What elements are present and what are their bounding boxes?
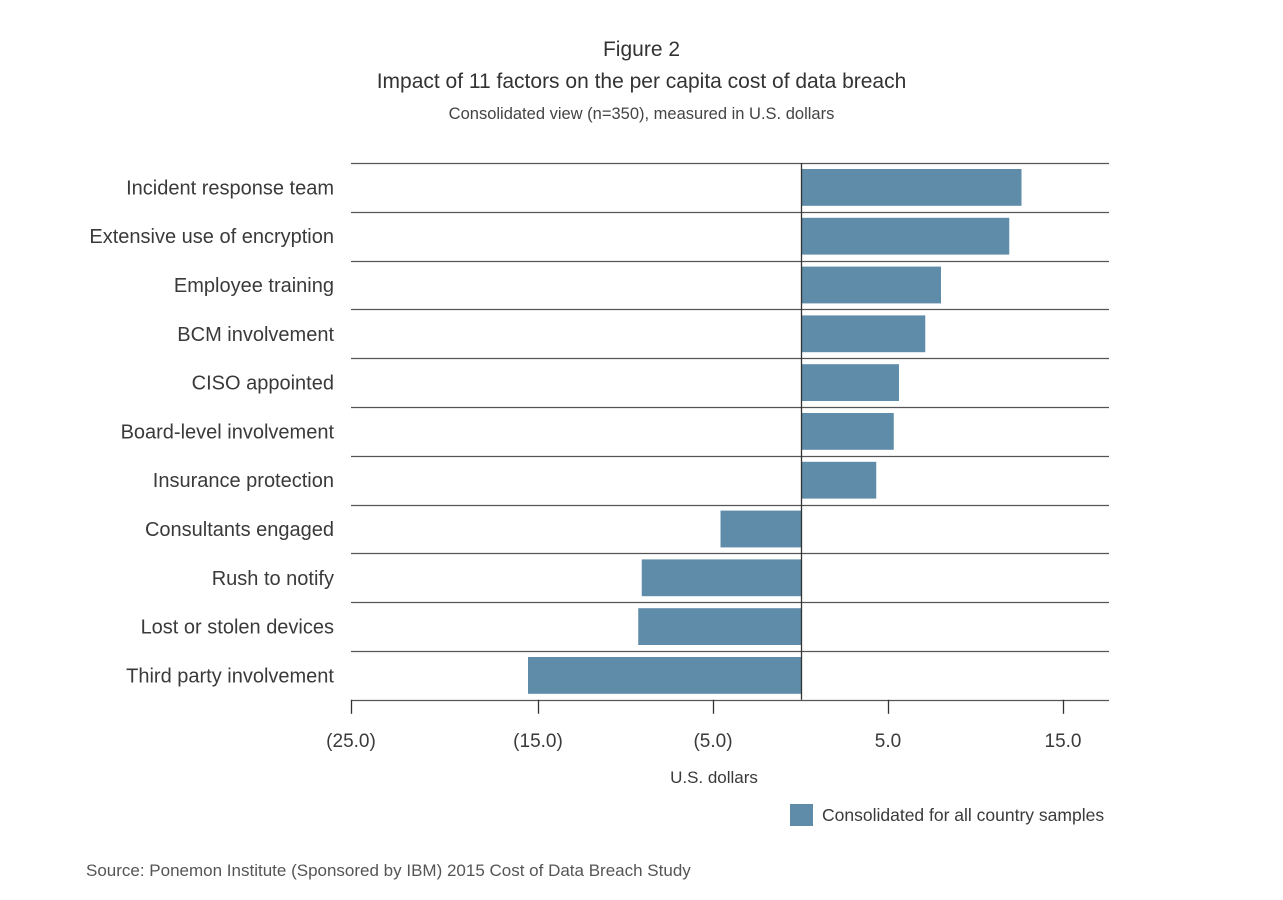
category-label: BCM involvement — [177, 324, 334, 346]
bar-chart: Incident response team Extensive use of e… — [89, 162, 1109, 752]
bar-7 — [801, 461, 877, 499]
category-label: Insurance protection — [153, 470, 334, 492]
category-label: Board-level involvement — [121, 421, 335, 443]
chart-subtitle: Consolidated view (n=350), measured in U… — [448, 105, 835, 123]
legend: Consolidated for all country samples — [790, 804, 1104, 826]
bar-5 — [801, 364, 899, 401]
bar-6 — [801, 413, 894, 450]
x-tick-label: 15.0 — [1045, 731, 1082, 752]
x-tick-label: 5.0 — [875, 731, 901, 752]
axes — [350, 163, 1065, 714]
grid-lines — [351, 162, 1109, 702]
category-label: Lost or stolen devices — [141, 617, 334, 639]
chart-title: Impact of 11 factors on the per capita c… — [376, 70, 907, 93]
figure-label: Figure 2 — [602, 38, 681, 61]
bar-2 — [801, 217, 1010, 255]
bar-4 — [801, 315, 926, 353]
x-tick-label: (15.0) — [513, 731, 563, 752]
bar-8 — [720, 510, 801, 548]
category-label: Incident response team — [126, 177, 334, 199]
bar-1 — [801, 169, 1022, 206]
legend-swatch — [790, 804, 813, 826]
category-label: Third party involvement — [126, 665, 334, 687]
bar-10 — [638, 608, 801, 645]
category-label: Extensive use of encryption — [89, 226, 334, 248]
x-tick-label: (5.0) — [693, 731, 732, 752]
category-label: Consultants engaged — [145, 519, 334, 541]
category-label: CISO appointed — [192, 373, 334, 395]
category-label: Rush to notify — [212, 568, 334, 590]
bar-9 — [641, 559, 801, 597]
tick-labels: (25.0) (15.0) (5.0) 5.0 15.0 — [326, 731, 1081, 752]
bars — [528, 169, 1022, 694]
category-labels: Incident response team Extensive use of e… — [89, 177, 334, 687]
source-note: Source: Ponemon Institute (Sponsored by … — [86, 861, 691, 880]
bar-11 — [528, 657, 801, 694]
legend-label: Consolidated for all country samples — [822, 804, 1105, 825]
bar-3 — [801, 266, 941, 304]
category-label: Employee training — [174, 275, 334, 297]
x-tick-label: (25.0) — [326, 731, 376, 752]
x-axis-label: U.S. dollars — [670, 768, 758, 787]
